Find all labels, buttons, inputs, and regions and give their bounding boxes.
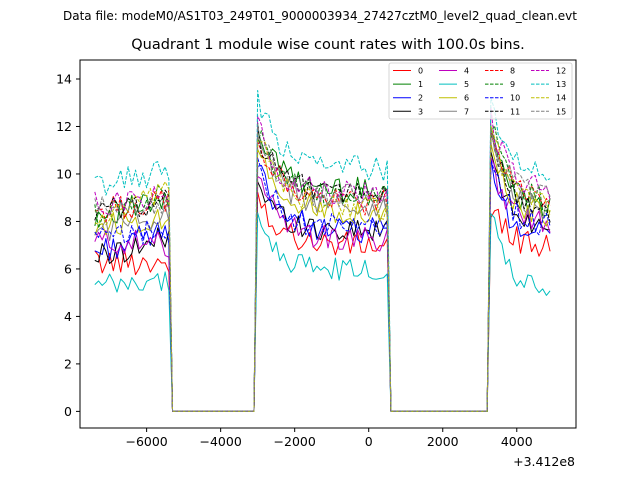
series-line-8 xyxy=(94,129,551,412)
legend-label-11: 11 xyxy=(510,107,520,116)
suptitle: Data file: modeM0/AS1T03_249T01_90000039… xyxy=(63,9,577,23)
legend-label-6: 6 xyxy=(464,94,469,103)
series-line-15 xyxy=(94,123,551,412)
x-tick-label: 2000 xyxy=(427,434,459,449)
y-tick-label: 6 xyxy=(64,261,72,276)
legend-label-3: 3 xyxy=(418,107,423,116)
x-tick-label: 0 xyxy=(365,434,373,449)
chart-title: Quadrant 1 module wise count rates with … xyxy=(131,37,525,53)
x-tick-label: −4000 xyxy=(200,434,242,449)
plot-area xyxy=(94,90,551,412)
legend-label-8: 8 xyxy=(510,67,515,76)
y-tick-label: 12 xyxy=(56,119,72,134)
x-tick-label: 4000 xyxy=(501,434,533,449)
legend-label-12: 12 xyxy=(556,67,566,76)
series-line-13 xyxy=(94,90,551,412)
legend-label-0: 0 xyxy=(418,67,423,76)
legend-label-2: 2 xyxy=(418,94,423,103)
y-tick-label: 4 xyxy=(64,309,72,324)
x-tick-label: −2000 xyxy=(274,434,316,449)
legend-label-13: 13 xyxy=(556,80,566,89)
legend-label-10: 10 xyxy=(510,94,520,103)
legend-label-15: 15 xyxy=(556,107,566,116)
x-tick-label: −6000 xyxy=(125,434,167,449)
series-line-11 xyxy=(94,122,551,412)
legend-label-4: 4 xyxy=(464,67,469,76)
x-offset-label: +3.412e8 xyxy=(513,454,575,469)
legend-label-1: 1 xyxy=(418,80,423,89)
y-tick-label: 0 xyxy=(64,404,72,419)
legend-label-5: 5 xyxy=(464,80,469,89)
series-line-12 xyxy=(94,106,551,412)
legend-box xyxy=(388,62,573,120)
axes-frame xyxy=(79,59,577,429)
y-tick-label: 8 xyxy=(64,214,72,229)
legend-label-7: 7 xyxy=(464,107,469,116)
y-tick-label: 2 xyxy=(64,356,72,371)
legend-label-14: 14 xyxy=(556,94,566,103)
y-tick-label: 10 xyxy=(56,166,72,181)
legend-label-9: 9 xyxy=(510,80,515,89)
series-line-1 xyxy=(94,128,551,412)
y-tick-label: 14 xyxy=(56,71,72,86)
